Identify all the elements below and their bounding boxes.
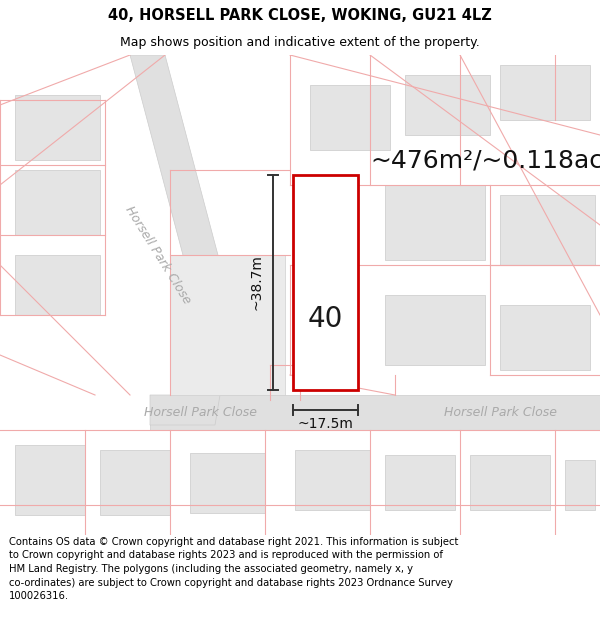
Bar — [15, 170, 100, 235]
Text: Map shows position and indicative extent of the property.: Map shows position and indicative extent… — [120, 36, 480, 49]
Bar — [15, 445, 85, 515]
Text: Horsell Park Close: Horsell Park Close — [122, 204, 193, 306]
Text: Contains OS data © Crown copyright and database right 2021. This information is : Contains OS data © Crown copyright and d… — [9, 537, 458, 601]
Polygon shape — [150, 395, 220, 425]
Bar — [15, 95, 100, 160]
Bar — [565, 460, 595, 510]
Text: 40, HORSELL PARK CLOSE, WOKING, GU21 4LZ: 40, HORSELL PARK CLOSE, WOKING, GU21 4LZ — [108, 8, 492, 23]
Bar — [170, 255, 285, 395]
Bar — [190, 453, 265, 513]
Polygon shape — [130, 55, 255, 395]
Text: Horsell Park Close: Horsell Park Close — [443, 406, 557, 419]
Bar — [295, 450, 370, 510]
Polygon shape — [150, 395, 600, 430]
Bar — [405, 75, 490, 135]
Text: Horsell Park Close: Horsell Park Close — [143, 406, 257, 419]
Text: ~17.5m: ~17.5m — [298, 417, 353, 431]
Bar — [385, 295, 485, 365]
Text: 40: 40 — [308, 305, 343, 333]
Bar — [100, 450, 170, 515]
Bar — [385, 455, 455, 510]
Bar — [500, 65, 590, 120]
Polygon shape — [150, 395, 285, 425]
Bar — [385, 185, 485, 260]
Bar — [500, 305, 590, 370]
Bar — [15, 255, 100, 315]
Bar — [293, 175, 358, 390]
Text: ~476m²/~0.118ac.: ~476m²/~0.118ac. — [370, 148, 600, 172]
Text: ~38.7m: ~38.7m — [250, 254, 264, 311]
Bar — [500, 195, 595, 265]
Bar — [310, 85, 390, 150]
Bar — [470, 455, 550, 510]
